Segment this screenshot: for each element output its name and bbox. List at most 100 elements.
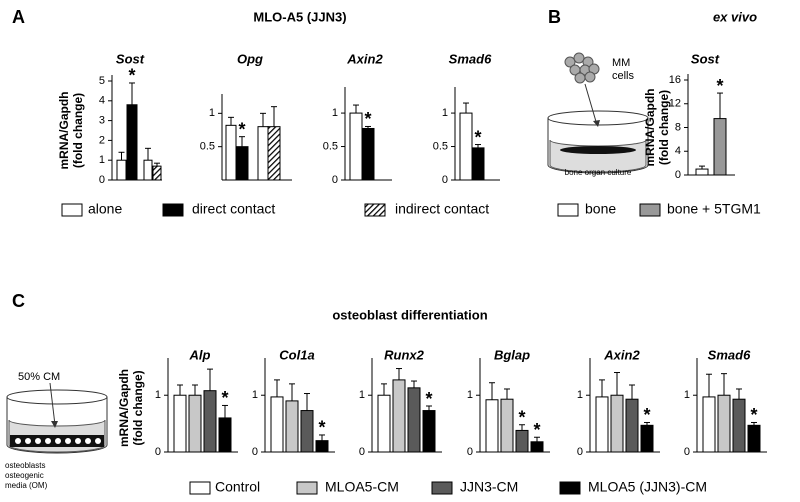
panel-title: MLO-A5 (JJN3) <box>253 9 346 24</box>
bar <box>218 417 232 453</box>
significance-mark: * <box>128 66 135 86</box>
legend-label: alone <box>88 201 122 217</box>
bar <box>471 147 485 181</box>
y-axis-label-line: mRNA/Gapdh <box>117 369 131 447</box>
y-tick-label: 2 <box>99 134 105 146</box>
y-tick-label: 1 <box>252 389 258 401</box>
bar <box>143 159 153 181</box>
bar <box>500 398 514 453</box>
bar <box>407 387 421 453</box>
panel-label: B <box>548 7 561 27</box>
bar <box>485 399 499 453</box>
bar <box>695 168 709 176</box>
y-tick-label: 4 <box>675 145 681 157</box>
bar <box>116 159 127 181</box>
bar <box>713 118 727 176</box>
diagram-label: media (OM) <box>5 481 48 490</box>
chart-title: Col1a <box>279 347 314 362</box>
legend-swatch <box>431 481 453 495</box>
chart-title: Axin2 <box>346 51 383 66</box>
significance-mark: * <box>221 388 228 408</box>
chart: Sost mRNA/Gapdh(fold change) 0 1 2 3 4 5 * <box>57 51 162 186</box>
legend-label: bone + 5TGM1 <box>667 201 761 217</box>
organ-culture-diagram <box>547 52 649 174</box>
bar <box>702 396 716 453</box>
significance-mark: * <box>750 405 757 425</box>
bar <box>732 398 746 453</box>
y-tick-label: 12 <box>669 98 681 110</box>
panel-title: osteoblast differentiation <box>332 307 487 322</box>
bar <box>257 126 269 181</box>
y-tick-label: 1 <box>99 154 105 166</box>
chart-title: Smad6 <box>708 347 751 362</box>
legend: bone bone + 5TGM1 <box>557 201 761 217</box>
y-tick-label: 1 <box>155 389 161 401</box>
bar <box>392 379 406 453</box>
y-tick-label: 0 <box>252 446 258 458</box>
significance-mark: * <box>643 405 650 425</box>
chart: Smad6 0 1 * <box>684 347 767 458</box>
y-axis-label-line: (fold change) <box>131 370 145 445</box>
legend-label: MLOA5 (JJN3)-CM <box>588 479 707 495</box>
chart: Axin2 0 0.5 1 * <box>323 51 392 186</box>
y-tick-label: 8 <box>675 121 681 133</box>
bar <box>152 165 162 181</box>
y-tick-label: 0 <box>99 174 105 186</box>
legend: alone direct contact indirect contact <box>61 201 489 217</box>
legend-label: MLOA5-CM <box>325 479 399 495</box>
bar <box>126 104 138 181</box>
legend-label: Control <box>215 479 260 495</box>
bar <box>377 394 391 453</box>
y-tick-label: 0 <box>684 446 690 458</box>
chart-title: Bglap <box>494 347 530 362</box>
legend: Control MLOA5-CM JJN3-CM MLOA5 (JJN3)-CM <box>189 479 707 495</box>
bar <box>349 112 363 181</box>
significance-mark: * <box>716 76 723 96</box>
bar <box>270 396 284 453</box>
chart-title: Axin2 <box>603 347 640 362</box>
legend-swatch <box>639 203 661 217</box>
y-tick-label: 0 <box>359 446 365 458</box>
y-tick-label: 0.5 <box>200 141 215 153</box>
diagram-label: cells <box>612 70 635 82</box>
chart: Runx2 0 1 * <box>359 347 442 458</box>
panel-label: C <box>12 291 25 311</box>
y-tick-label: 3 <box>99 115 105 127</box>
y-axis-label: mRNA/Gapdh(fold change) <box>57 92 85 170</box>
y-axis-label-line: (fold change) <box>657 90 671 165</box>
significance-mark: * <box>318 418 325 438</box>
bar <box>285 400 299 453</box>
bar <box>300 410 314 453</box>
y-tick-label: 0.5 <box>433 140 448 152</box>
y-tick-label: 0 <box>442 174 448 186</box>
chart-title: Smad6 <box>449 51 492 66</box>
y-tick-label: 1 <box>332 107 338 119</box>
bar <box>173 394 187 453</box>
legend-label: bone <box>585 201 616 217</box>
bar <box>610 394 624 453</box>
bar <box>625 398 639 453</box>
legend-swatch <box>61 203 83 217</box>
chart: Alp mRNA/Gapdh(fold change) 0 1 * <box>117 347 238 458</box>
diagram-label: MM <box>612 57 630 69</box>
legend-swatch <box>557 203 579 217</box>
osteoblast-diagram <box>6 382 108 454</box>
y-tick-label: 1 <box>577 389 583 401</box>
chart: Col1a 0 1 * <box>252 347 335 458</box>
panel-title: ex vivo <box>713 9 757 24</box>
legend-swatch <box>364 203 386 217</box>
bar <box>747 424 761 453</box>
chart: Axin2 0 1 * <box>577 347 660 458</box>
legend-swatch <box>162 203 184 217</box>
y-tick-label: 0 <box>155 446 161 458</box>
significance-mark: * <box>425 389 432 409</box>
legend-swatch <box>559 481 581 495</box>
y-tick-label: 5 <box>99 75 105 87</box>
y-axis-label-line: (fold change) <box>71 93 85 168</box>
y-axis-label: mRNA/Gapdh(fold change) <box>643 89 671 167</box>
y-tick-label: 1 <box>467 389 473 401</box>
chart: Opg 0.5 1 * <box>200 51 292 181</box>
legend-swatch <box>296 481 318 495</box>
chart-title: Runx2 <box>384 347 425 362</box>
